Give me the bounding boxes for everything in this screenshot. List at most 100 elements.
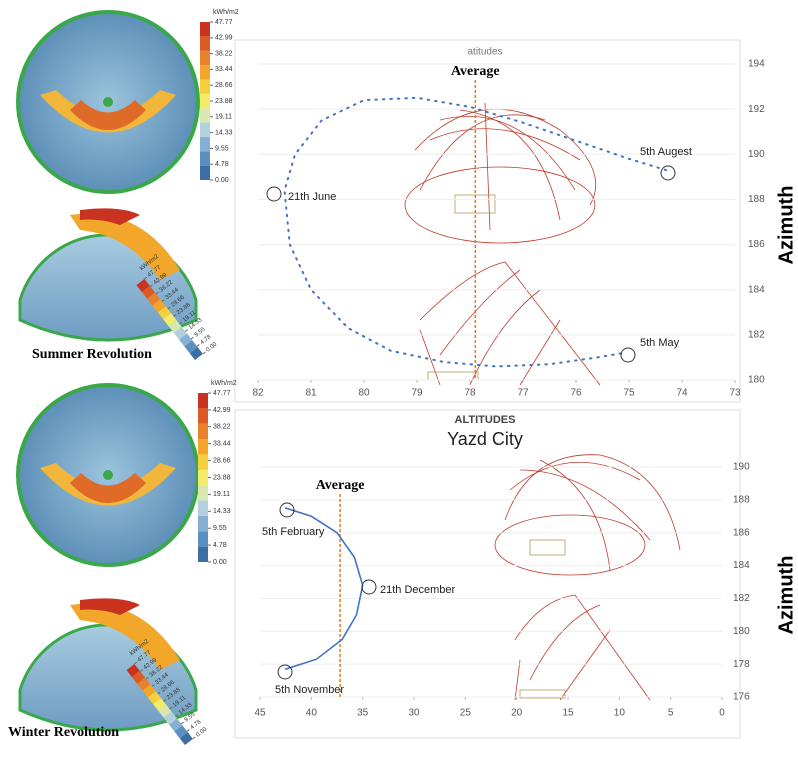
x-tick-label: 25 <box>460 708 472 719</box>
scale-label: 23.88 <box>213 474 231 481</box>
scale-swatch <box>200 136 210 152</box>
y-tick-label: 178 <box>733 659 750 670</box>
scale-label: 14.33 <box>213 508 231 515</box>
scale-swatch <box>198 454 208 470</box>
scale-label: 9.55 <box>215 145 229 152</box>
average-label: Average <box>451 64 500 79</box>
y-tick-label: 186 <box>748 239 765 250</box>
sky-dome <box>16 10 200 732</box>
chart-frame <box>234 39 741 403</box>
annotation: 21th December <box>380 584 456 596</box>
scale-label: 0.00 <box>215 177 229 184</box>
scale-tick <box>145 676 149 680</box>
scale-tick <box>190 336 194 340</box>
x-tick-label: 74 <box>676 388 688 399</box>
scale-label: 28.66 <box>213 457 231 464</box>
scale-tick <box>175 714 179 717</box>
scale-tick <box>192 736 196 740</box>
scale-swatch <box>131 670 146 684</box>
annotation-marker <box>620 347 636 363</box>
x-tick-label: 5 <box>668 708 674 719</box>
scale-tick <box>180 721 184 725</box>
annotation: 5th February <box>262 526 325 538</box>
x-tick-label: 77 <box>517 388 529 399</box>
scale-swatch <box>200 93 210 109</box>
scale-swatch <box>198 439 208 455</box>
scale-tick <box>139 669 143 672</box>
y-axis-label: Azimuth <box>775 186 797 265</box>
scale-swatch <box>200 165 210 180</box>
scale-swatch <box>200 65 210 80</box>
scale-swatch <box>198 408 208 424</box>
scale-swatch <box>179 333 193 347</box>
annotation: 5th Augest <box>640 146 692 158</box>
scale-swatch <box>173 326 187 340</box>
scale-swatch <box>163 711 177 725</box>
chart-title: atitudes <box>467 47 502 58</box>
scale-swatch <box>169 718 183 732</box>
scale-tick <box>163 699 167 702</box>
scale-swatch <box>198 531 208 547</box>
y-tick-label: 182 <box>748 329 765 340</box>
scale-swatch <box>200 108 210 123</box>
scale-swatch <box>184 340 198 354</box>
scale-label: 33.44 <box>215 66 233 73</box>
scale-tick <box>151 684 155 687</box>
scale-unit: kWh/m2 <box>211 380 237 387</box>
x-tick-label: 0 <box>719 708 725 719</box>
x-tick-label: 79 <box>411 388 423 399</box>
y-tick-label: 180 <box>748 375 765 386</box>
scale-swatch <box>141 285 156 299</box>
chart-frame <box>234 409 741 739</box>
y-tick-label: 184 <box>748 284 765 295</box>
y-tick-label: 192 <box>748 104 765 115</box>
wireframe <box>404 102 601 386</box>
scale-tick <box>155 291 159 295</box>
y-axis-label: Azimuth <box>775 556 797 635</box>
scale-swatch <box>152 299 166 313</box>
scale-label: 4.78 <box>213 542 227 549</box>
x-tick-label: 80 <box>358 388 370 399</box>
scale-swatch <box>168 319 182 333</box>
scale-swatch <box>147 691 161 705</box>
scale-tick <box>196 344 200 347</box>
scale-tick <box>144 276 148 280</box>
annotation: 5th November <box>275 684 344 696</box>
scale-swatch <box>200 79 210 94</box>
scale-tick <box>185 329 189 332</box>
scale-tick <box>179 321 183 325</box>
scale-tick <box>157 691 161 695</box>
y-tick-label: 182 <box>733 593 750 604</box>
scale-label: 38.22 <box>215 50 233 57</box>
panel-label: Winter Revolution <box>8 725 119 740</box>
annotation-marker <box>660 165 676 181</box>
scale-swatch <box>198 423 208 440</box>
scale-label: 23.88 <box>215 98 233 105</box>
y-tick-label: 180 <box>733 626 750 637</box>
scale-label: 14.33 <box>215 129 233 136</box>
series-line <box>283 96 668 368</box>
x-tick-label: 20 <box>511 708 523 719</box>
scale-tick <box>202 351 206 355</box>
scale-swatch <box>200 22 210 37</box>
scale-tick <box>186 729 190 732</box>
y-tick-label: 188 <box>748 194 765 205</box>
scale-tick <box>149 284 153 287</box>
scale-label: 33.44 <box>213 441 231 448</box>
panel-label: Summer Revolution <box>32 347 152 362</box>
scale-label: 19.11 <box>215 114 232 121</box>
scale-label: 9.55 <box>213 525 227 532</box>
scale-swatch <box>198 393 208 409</box>
x-tick-label: 10 <box>614 708 626 719</box>
scale-swatch <box>198 485 208 501</box>
scale-swatch <box>153 698 167 711</box>
scale-swatch <box>147 292 161 306</box>
scale-label: 47.77 <box>215 19 233 26</box>
y-tick-label: 184 <box>733 560 750 571</box>
scale-swatch <box>200 151 210 166</box>
chart-subtitle: Yazd City <box>447 429 523 449</box>
scale-swatch <box>189 347 203 360</box>
scale-unit: kWh/m2 <box>213 9 239 16</box>
scale-label: 47.77 <box>213 390 231 397</box>
